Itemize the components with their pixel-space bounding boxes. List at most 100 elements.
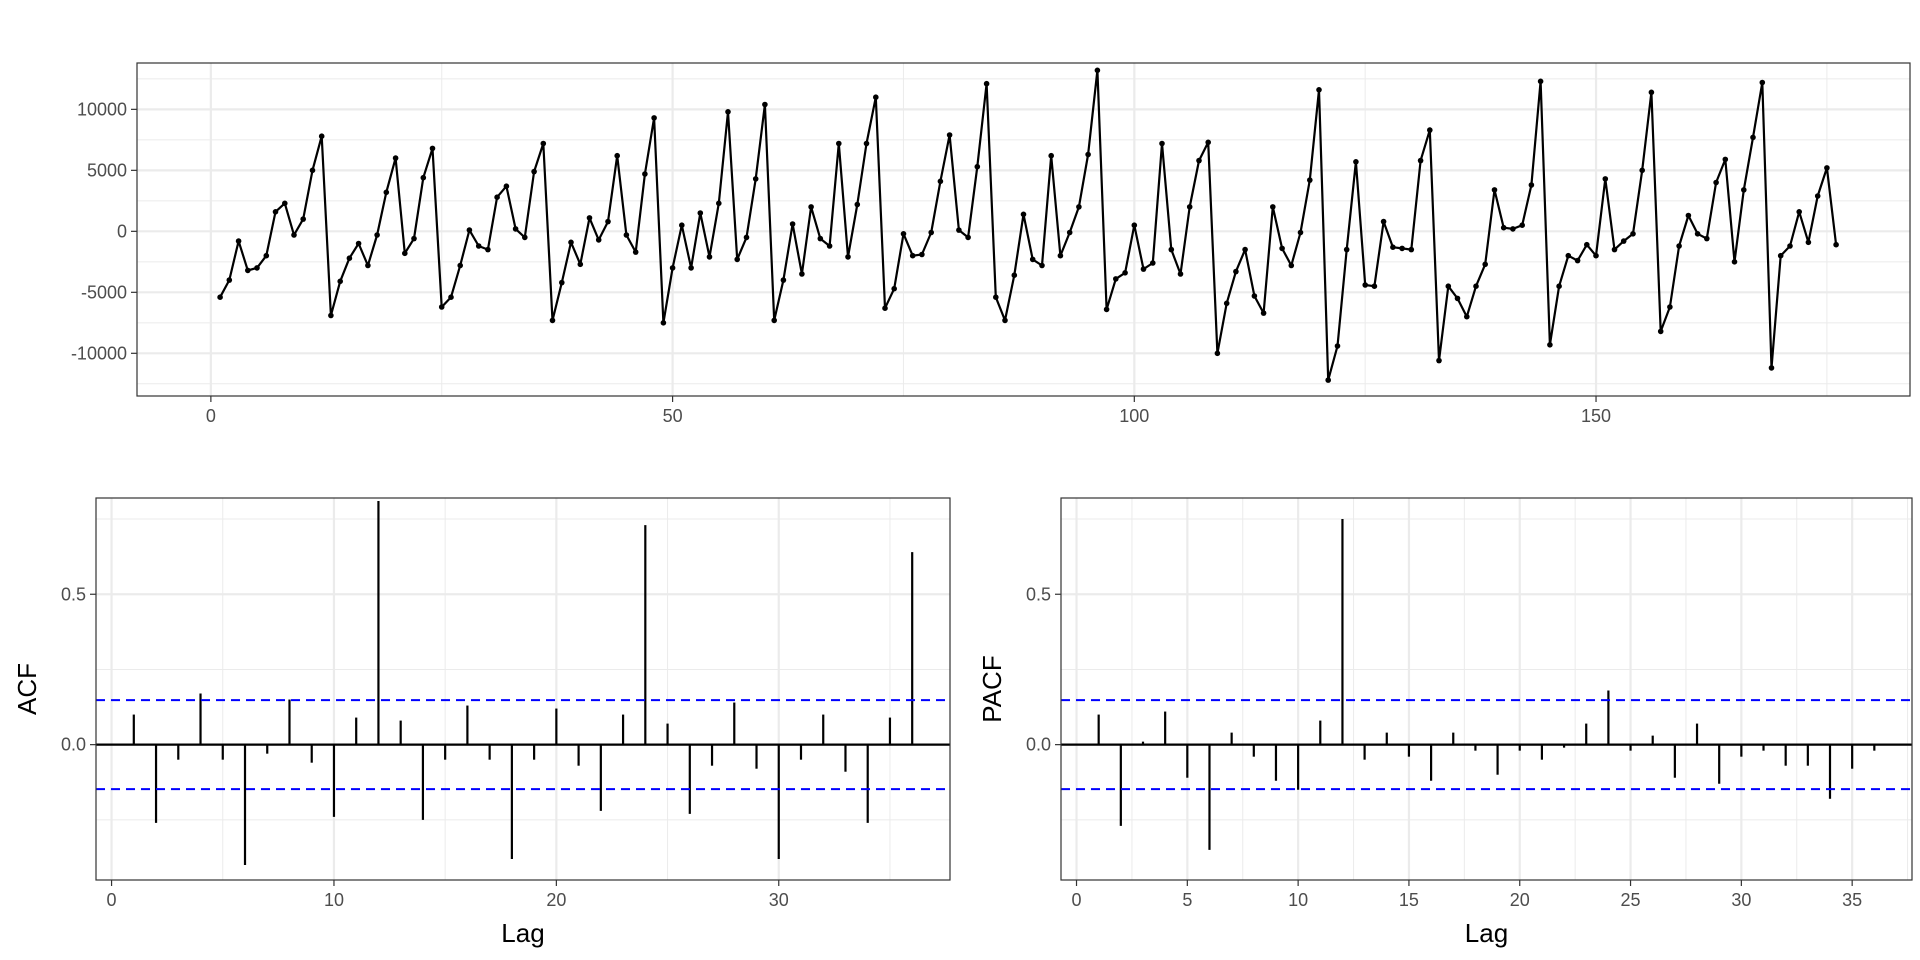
time-series-point-74 — [900, 231, 907, 237]
time-series-point-68 — [845, 254, 851, 260]
acf-x-axis-label: Lag — [501, 918, 544, 948]
time-series-point-163 — [1722, 156, 1729, 163]
time-series-point-113 — [1260, 310, 1267, 316]
time-series-point-162 — [1713, 179, 1719, 186]
time-series-point-168 — [1768, 365, 1775, 371]
time-series-point-73 — [891, 285, 897, 292]
pacf-confidence-bounds — [1061, 699, 1912, 791]
time-series-point-33 — [522, 234, 528, 241]
time-series-point-136 — [1473, 283, 1479, 290]
time-series-point-174 — [1824, 165, 1830, 171]
time-series-point-160 — [1694, 231, 1701, 237]
time-series-point-67 — [836, 140, 842, 147]
time-series-point-149 — [1593, 252, 1599, 259]
time-series-point-40 — [586, 215, 593, 221]
pacf-x-tick-label-3: 15 — [1399, 890, 1419, 910]
time-series-point-41 — [595, 237, 602, 243]
time-series-point-22 — [420, 174, 427, 181]
time-series-point-138 — [1491, 187, 1498, 193]
series-x-tick-label-3: 150 — [1581, 406, 1611, 426]
time-series-points — [217, 67, 1839, 383]
time-series-point-39 — [577, 261, 584, 268]
pacf-x-tick-label-1: 5 — [1182, 890, 1192, 910]
time-series-point-134 — [1454, 295, 1461, 302]
acf-panel: 0 10 20 30 0.0 0.5 Lag ACF — [12, 497, 951, 948]
time-series-point-64 — [808, 204, 814, 210]
pacf-x-ticks: 0 5 10 15 20 25 30 35 — [1072, 880, 1862, 910]
time-series-point-70 — [863, 140, 870, 147]
time-series-point-27 — [466, 227, 473, 233]
time-series-point-129 — [1408, 246, 1415, 253]
pacf-x-axis-label: Lag — [1465, 918, 1508, 948]
time-series-point-14 — [346, 255, 353, 261]
time-series-point-50 — [679, 222, 685, 228]
time-series-point-150 — [1602, 176, 1609, 182]
time-series-point-46 — [642, 171, 648, 177]
time-series-point-76 — [919, 251, 925, 258]
time-series-point-62 — [789, 221, 796, 227]
time-series-point-26 — [457, 262, 464, 269]
time-series-point-151 — [1611, 246, 1618, 253]
time-series-point-10 — [309, 167, 316, 174]
time-series-point-30 — [494, 194, 500, 200]
time-series-point-124 — [1362, 282, 1368, 288]
time-series-point-107 — [1205, 139, 1211, 146]
time-series-point-128 — [1399, 245, 1405, 252]
time-series-point-84 — [993, 294, 999, 301]
time-series-point-3 — [245, 267, 251, 274]
time-series-point-119 — [1316, 87, 1322, 93]
time-series-point-104 — [1177, 271, 1184, 277]
time-series-point-51 — [688, 265, 694, 271]
time-series-point-17 — [374, 232, 380, 238]
time-series-line — [219, 69, 1838, 382]
time-series-point-175 — [1833, 241, 1839, 248]
pacf-y-ticks: 0.0 0.5 — [1026, 584, 1061, 755]
time-series-point-83 — [983, 80, 990, 87]
series-y-tick-label-0: -10000 — [71, 343, 127, 363]
time-series-x-ticks: 0 50 100 150 — [206, 396, 1611, 426]
time-series-point-156 — [1657, 328, 1664, 335]
series-y-tick-label-4: 10000 — [77, 99, 127, 119]
time-series-point-34 — [531, 168, 537, 175]
time-series-point-48 — [660, 320, 667, 326]
time-series-point-98 — [1122, 270, 1128, 276]
time-series-point-23 — [429, 145, 436, 152]
time-series-point-123 — [1353, 159, 1359, 165]
pacf-x-tick-label-4: 20 — [1510, 890, 1530, 910]
time-series-point-29 — [485, 246, 491, 253]
time-series-point-28 — [475, 243, 482, 249]
time-series-point-115 — [1279, 245, 1285, 252]
pacf-x-tick-label-2: 10 — [1288, 890, 1308, 910]
time-series-point-145 — [1556, 283, 1562, 290]
time-series-point-47 — [651, 115, 657, 121]
time-series-point-146 — [1565, 252, 1572, 259]
time-series-point-108 — [1214, 350, 1221, 357]
time-series-point-161 — [1704, 235, 1710, 242]
time-series-point-165 — [1741, 187, 1747, 193]
time-series-point-13 — [337, 278, 344, 285]
time-series-y-ticks: -10000 -5000 0 5000 10000 — [71, 99, 137, 363]
time-series-point-102 — [1159, 140, 1165, 147]
time-series-point-54 — [716, 200, 722, 207]
time-series-point-120 — [1325, 377, 1331, 383]
time-series-point-31 — [503, 183, 510, 189]
time-series-point-139 — [1500, 224, 1507, 231]
time-series-point-130 — [1417, 157, 1424, 164]
series-y-tick-label-2: 0 — [117, 221, 127, 241]
time-series-point-109 — [1223, 300, 1230, 307]
time-series-point-127 — [1390, 244, 1396, 250]
time-series-point-87 — [1020, 211, 1027, 218]
time-series-point-75 — [909, 252, 916, 259]
time-series-point-126 — [1380, 218, 1387, 225]
acf-bars — [96, 501, 950, 865]
time-series-point-166 — [1750, 134, 1756, 141]
acf-y-tick-label-0: 0.0 — [61, 735, 86, 755]
time-series-point-99 — [1131, 222, 1138, 228]
pacf-y-tick-label-1: 0.5 — [1026, 584, 1051, 604]
time-series-point-4 — [254, 265, 260, 271]
time-series-point-157 — [1667, 304, 1673, 310]
time-series-point-135 — [1464, 313, 1470, 320]
series-x-tick-label-1: 50 — [663, 406, 683, 426]
acf-y-ticks: 0.0 0.5 — [61, 584, 96, 755]
